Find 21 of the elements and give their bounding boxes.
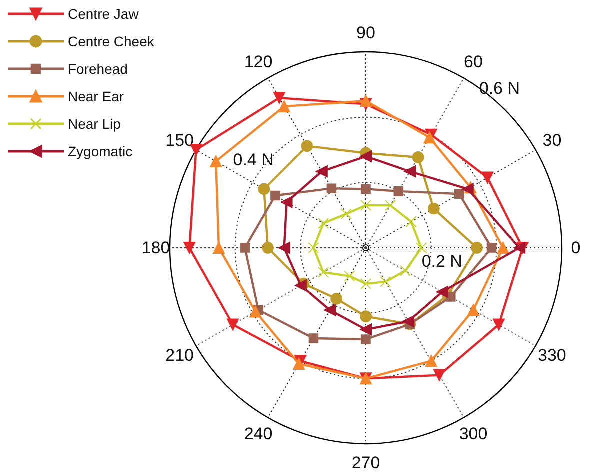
spoke-label: 270 [352, 454, 380, 472]
legend-label: Centre Cheek [68, 34, 156, 50]
y-tick-label: 0.6 N [479, 79, 520, 98]
spoke-label: 90 [356, 24, 376, 42]
legend-label: Centre Jaw [68, 6, 140, 22]
spoke-label: 0 [571, 238, 581, 258]
legend-label: Zygomatic [68, 144, 133, 160]
legend-label: Near Ear [68, 88, 124, 104]
spoke-label: 150 [166, 131, 194, 150]
spoke-label: 300 [459, 424, 488, 444]
spoke-label: 30 [542, 131, 562, 150]
spoke-label: 120 [244, 52, 273, 72]
spoke-label: 210 [166, 346, 194, 365]
y-tick-label: 0.4 N [233, 150, 274, 170]
y-tick-label: 0.2 N [422, 252, 462, 271]
spoke-label: 330 [538, 346, 566, 365]
spoke-label: 60 [464, 52, 483, 72]
spoke-label: 180 [142, 238, 170, 258]
legend-label: Near Lip [68, 116, 122, 132]
spoke-label: 240 [244, 424, 273, 444]
legend-label: Forehead [68, 61, 128, 77]
